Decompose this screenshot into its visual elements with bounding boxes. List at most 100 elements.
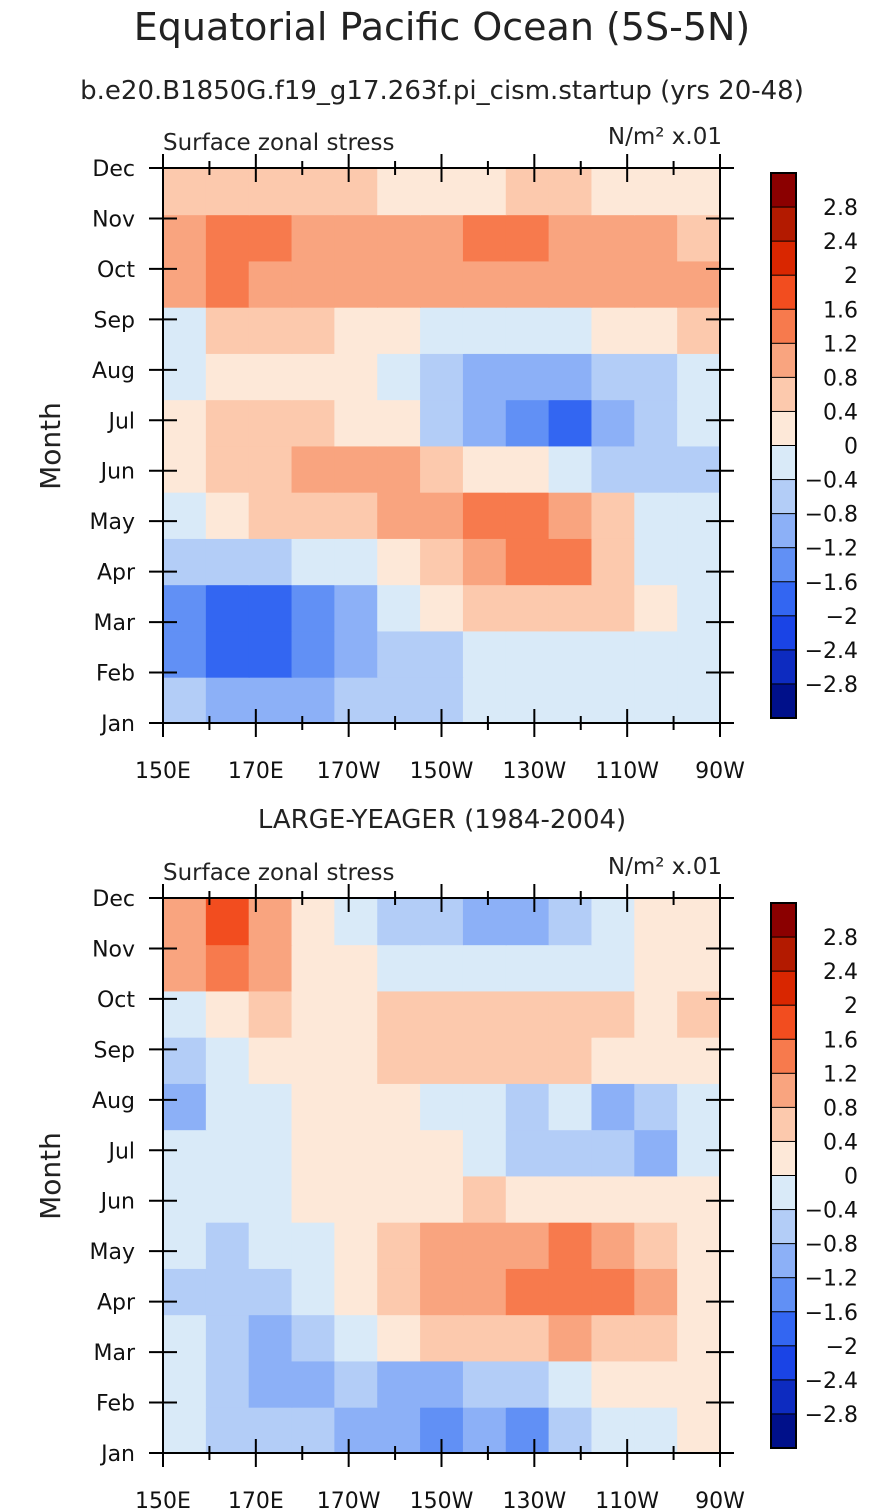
y-tick-label: May <box>90 1240 135 1265</box>
heatmap-cell <box>248 1129 293 1177</box>
heatmap-cell <box>291 1406 336 1453</box>
colorbar-label: −1.6 <box>805 1301 858 1326</box>
heatmap-cell <box>591 1129 636 1177</box>
heatmap-cell <box>291 898 336 946</box>
colorbar-swatch <box>770 274 797 311</box>
heatmap-cell <box>205 538 250 586</box>
panel-1-var-label: Surface zonal stress <box>163 130 395 156</box>
colorbar-label: 1.2 <box>823 1062 858 1087</box>
colorbar-label: −0.4 <box>805 1199 858 1224</box>
heatmap-cell <box>377 1268 421 1316</box>
heatmap-cell <box>634 1314 679 1362</box>
heatmap-cell <box>163 168 207 216</box>
heatmap-cell <box>505 630 550 678</box>
heatmap-cell <box>677 214 720 262</box>
heatmap-cell <box>677 491 720 539</box>
heatmap-cell <box>205 584 250 632</box>
heatmap-cell <box>634 538 679 586</box>
heatmap-cell <box>377 1036 421 1084</box>
heatmap-cell <box>634 353 679 401</box>
colorbar-label: −2.8 <box>805 673 858 698</box>
heatmap-cell <box>462 1175 507 1223</box>
heatmap-cell <box>248 630 293 678</box>
heatmap-cell <box>548 1360 593 1408</box>
heatmap-cell <box>462 168 507 216</box>
heatmap-cell <box>677 944 720 992</box>
colorbar-swatch <box>770 1311 797 1347</box>
heatmap-cell <box>420 538 464 586</box>
heatmap-cell <box>505 1314 550 1362</box>
heatmap-cell <box>420 1360 464 1408</box>
heatmap-cell <box>505 898 550 946</box>
heatmap-cell <box>205 1268 250 1316</box>
heatmap-cell <box>462 1129 507 1177</box>
heatmap-cell <box>634 1083 679 1131</box>
colorbar-label: 2.4 <box>823 230 858 255</box>
panel-2-axes: Jan Feb Mar Apr May Jun Jul Aug Sep Oct Nov Dec 150E… <box>90 884 745 1512</box>
heatmap-cell <box>462 1406 507 1453</box>
heatmap-cell <box>505 1221 550 1269</box>
heatmap-cell <box>334 399 379 447</box>
heatmap-cell <box>677 1314 720 1362</box>
panel-2-y-axis-title: Month <box>34 1132 67 1220</box>
y-tick-label: Jun <box>99 1190 135 1215</box>
heatmap-cell <box>248 445 293 493</box>
heatmap-cell <box>462 630 507 678</box>
panel-1-colorbar: 2.8 2.4 2 1.6 1.2 0.8 0.4 0 −0.4 −0.8 −1.2 −1.6 −2 −2… <box>770 172 858 719</box>
colorbar-label: 0 <box>844 1165 858 1190</box>
colorbar-label: −1.2 <box>805 537 858 562</box>
y-tick-label: Jan <box>99 712 135 737</box>
heatmap-cell <box>505 399 550 447</box>
heatmap-cell <box>248 260 293 308</box>
y-tick-label: Feb <box>96 662 135 687</box>
heatmap-cell <box>462 1221 507 1269</box>
heatmap-cell <box>334 491 379 539</box>
heatmap-cell <box>377 445 421 493</box>
colorbar-swatch <box>770 445 797 481</box>
heatmap-cell <box>248 214 293 262</box>
heatmap-cell <box>505 1268 550 1316</box>
heatmap-cell <box>205 1175 250 1223</box>
colorbar-swatch <box>770 683 797 719</box>
colorbar-label: 2.4 <box>823 960 858 985</box>
heatmap-cell <box>420 584 464 632</box>
colorbar-label: 0 <box>844 435 858 460</box>
heatmap-cell <box>334 538 379 586</box>
heatmap-cell <box>248 353 293 401</box>
heatmap-cell <box>677 676 720 723</box>
heatmap-cell <box>591 1036 636 1084</box>
heatmap-cell <box>548 445 593 493</box>
heatmap-cell <box>591 1175 636 1223</box>
heatmap-cell <box>548 538 593 586</box>
y-tick-label: Oct <box>97 988 135 1013</box>
heatmap-cell <box>334 1129 379 1177</box>
heatmap-cell <box>163 214 207 262</box>
heatmap-cell <box>205 1221 250 1269</box>
heatmap-cell <box>248 1314 293 1362</box>
heatmap-cell <box>248 491 293 539</box>
colorbar-swatch <box>770 376 797 413</box>
heatmap-cell <box>591 168 636 216</box>
panel-2-var-label: Surface zonal stress <box>163 860 395 886</box>
heatmap-cell <box>591 538 636 586</box>
heatmap-cell <box>248 1360 293 1408</box>
heatmap-cell <box>377 168 421 216</box>
y-tick-label: Sep <box>94 1038 135 1063</box>
heatmap-cell <box>205 630 250 678</box>
panel-2-units-label: N/m² x.01 <box>608 854 722 880</box>
heatmap-cell <box>462 1268 507 1316</box>
heatmap-cell <box>677 168 720 216</box>
heatmap-cell <box>591 990 636 1038</box>
x-tick-label: 170W <box>317 1489 381 1512</box>
heatmap-cell <box>505 1129 550 1177</box>
colorbar-swatch <box>770 1379 797 1415</box>
heatmap-cell <box>548 584 593 632</box>
heatmap-cell <box>205 944 250 992</box>
heatmap-cell <box>377 630 421 678</box>
x-tick-label: 110W <box>595 759 659 784</box>
y-tick-label: Oct <box>97 258 135 283</box>
heatmap-cell <box>462 1036 507 1084</box>
heatmap-cell <box>291 1221 336 1269</box>
heatmap-cell <box>505 1036 550 1084</box>
heatmap-cell <box>248 1221 293 1269</box>
